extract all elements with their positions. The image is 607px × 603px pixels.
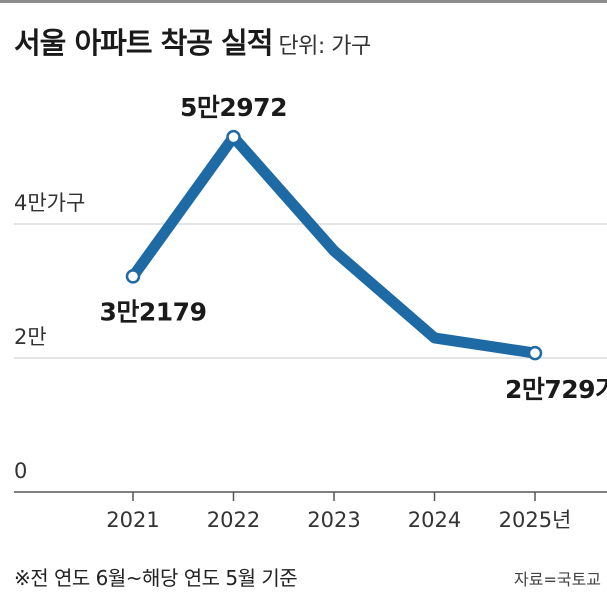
source-credit: 자료=국토교: [514, 570, 602, 589]
data-label: 2만729가: [505, 375, 607, 404]
chart-header: 서울 아파트 착공 실적 단위: 가구: [14, 20, 371, 62]
unit-label: 단위: 가구: [278, 34, 371, 59]
x-tick-label: 2024: [408, 508, 461, 532]
y-tick-label: 4만가구: [14, 191, 85, 215]
chart-title: 서울 아파트 착공 실적: [14, 26, 273, 60]
data-label: 5만2972: [180, 93, 287, 122]
y-tick-label: 0: [14, 459, 27, 483]
data-point-marker: [226, 129, 241, 145]
x-tick-label: 2022: [207, 508, 260, 532]
y-tick-label: 2만: [14, 325, 47, 349]
series-line: [127, 131, 541, 359]
data-point-marker: [125, 269, 141, 284]
x-tick-label: 2023: [307, 508, 360, 532]
data-label: 3만2179: [100, 297, 207, 326]
x-tick-label: 2025년: [499, 508, 572, 532]
data-point-marker: [527, 345, 543, 361]
top-rule: [0, 0, 607, 3]
footnote: ※전 연도 6월~해당 연도 5월 기준: [14, 566, 298, 590]
x-tick-label: 2021: [106, 508, 159, 532]
